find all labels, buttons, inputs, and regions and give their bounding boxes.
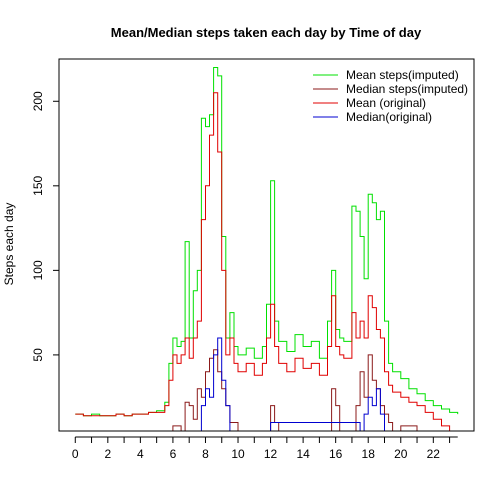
chart-title: Mean/Median steps taken each day by Time… <box>111 25 422 40</box>
y-axis-label: Steps each day <box>2 203 16 286</box>
x-tick-label: 0 <box>72 447 79 461</box>
x-tick-label: 4 <box>137 447 144 461</box>
y-tick-label: 50 <box>31 348 45 362</box>
x-tick-label: 14 <box>296 447 310 461</box>
x-tick-label: 20 <box>394 447 408 461</box>
x-tick-label: 10 <box>231 447 245 461</box>
x-tick-label: 22 <box>427 447 441 461</box>
legend-label: Mean (original) <box>346 96 426 110</box>
x-tick-label: 12 <box>264 447 278 461</box>
legend-label: Median(original) <box>346 110 432 124</box>
x-tick-label: 2 <box>104 447 111 461</box>
x-tick-label: 8 <box>202 447 209 461</box>
legend-label: Median steps(imputed) <box>346 82 468 96</box>
x-tick-label: 6 <box>170 447 177 461</box>
y-tick-label: 150 <box>31 175 45 195</box>
x-tick-label: 18 <box>362 447 376 461</box>
x-tick-label: 16 <box>329 447 343 461</box>
legend-label: Mean steps(imputed) <box>346 68 459 82</box>
y-tick-label: 100 <box>31 260 45 280</box>
y-tick-label: 200 <box>31 91 45 111</box>
